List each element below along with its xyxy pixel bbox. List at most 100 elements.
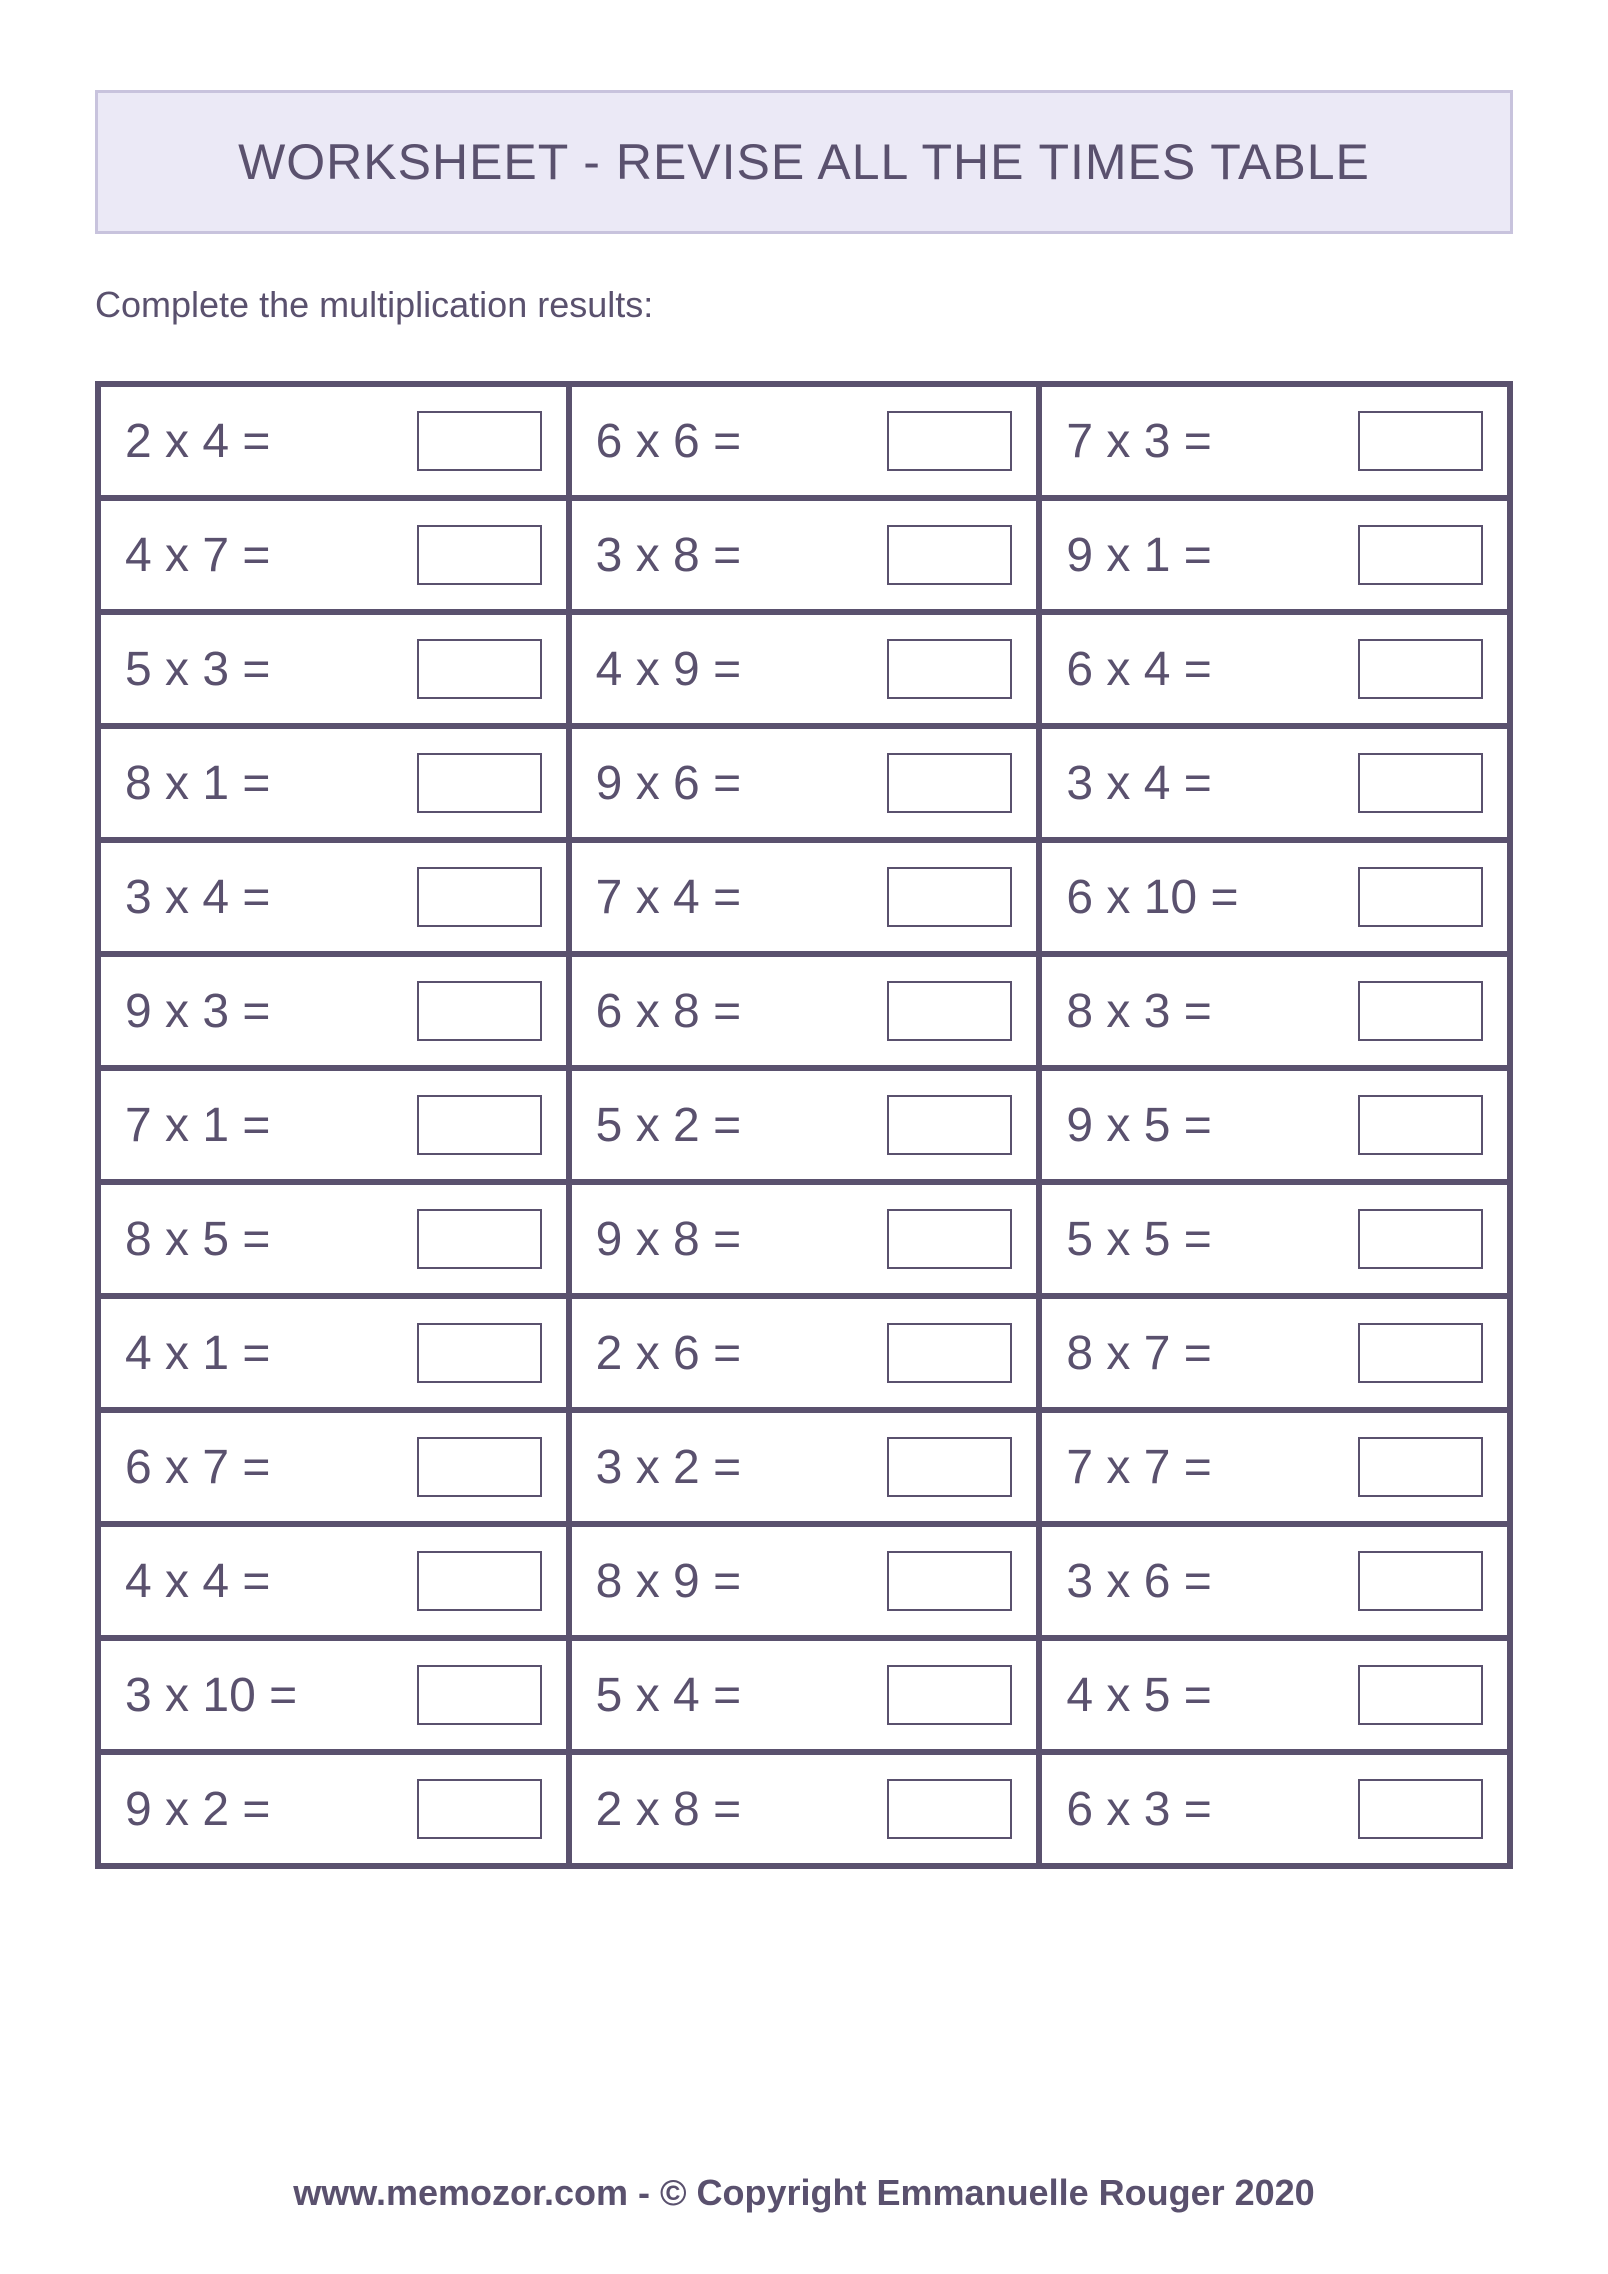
equation-text: 8 x 9 = <box>596 1554 741 1609</box>
worksheet-title-box: WORKSHEET - REVISE ALL THE TIMES TABLE <box>95 90 1513 234</box>
equation-text: 9 x 8 = <box>596 1212 741 1267</box>
grid-row: 9 x 3 = 6 x 8 = 8 x 3 = <box>98 954 1510 1068</box>
grid-row: 8 x 1 = 9 x 6 = 3 x 4 = <box>98 726 1510 840</box>
answer-box[interactable] <box>1358 1779 1483 1839</box>
answer-box[interactable] <box>417 867 542 927</box>
answer-box[interactable] <box>417 1095 542 1155</box>
equation-text: 2 x 8 = <box>596 1782 741 1837</box>
grid-row: 7 x 1 = 5 x 2 = 9 x 5 = <box>98 1068 1510 1182</box>
grid-cell: 2 x 8 = <box>569 1752 1040 1866</box>
grid-cell: 3 x 6 = <box>1039 1524 1510 1638</box>
answer-box[interactable] <box>417 753 542 813</box>
grid-row: 6 x 7 = 3 x 2 = 7 x 7 = <box>98 1410 1510 1524</box>
answer-box[interactable] <box>417 525 542 585</box>
equation-text: 3 x 8 = <box>596 528 741 583</box>
grid-cell: 8 x 5 = <box>98 1182 569 1296</box>
grid-cell: 3 x 8 = <box>569 498 1040 612</box>
answer-box[interactable] <box>887 1779 1012 1839</box>
equation-text: 3 x 6 = <box>1066 1554 1211 1609</box>
grid-row: 5 x 3 = 4 x 9 = 6 x 4 = <box>98 612 1510 726</box>
equation-text: 6 x 10 = <box>1066 870 1238 925</box>
grid-cell: 6 x 7 = <box>98 1410 569 1524</box>
grid-cell: 2 x 4 = <box>98 384 569 498</box>
grid-cell: 4 x 7 = <box>98 498 569 612</box>
grid-cell: 6 x 3 = <box>1039 1752 1510 1866</box>
answer-box[interactable] <box>417 411 542 471</box>
grid-row: 9 x 2 = 2 x 8 = 6 x 3 = <box>98 1752 1510 1866</box>
answer-box[interactable] <box>887 1437 1012 1497</box>
grid-cell: 9 x 8 = <box>569 1182 1040 1296</box>
equation-text: 4 x 7 = <box>125 528 270 583</box>
equation-text: 8 x 5 = <box>125 1212 270 1267</box>
answer-box[interactable] <box>417 1209 542 1269</box>
answer-box[interactable] <box>1358 753 1483 813</box>
grid-row: 8 x 5 = 9 x 8 = 5 x 5 = <box>98 1182 1510 1296</box>
answer-box[interactable] <box>1358 1095 1483 1155</box>
grid-cell: 6 x 8 = <box>569 954 1040 1068</box>
answer-box[interactable] <box>1358 867 1483 927</box>
answer-box[interactable] <box>1358 1551 1483 1611</box>
grid-cell: 8 x 9 = <box>569 1524 1040 1638</box>
equation-text: 8 x 7 = <box>1066 1326 1211 1381</box>
answer-box[interactable] <box>887 1551 1012 1611</box>
answer-box[interactable] <box>887 981 1012 1041</box>
grid-cell: 6 x 6 = <box>569 384 1040 498</box>
equation-text: 8 x 1 = <box>125 756 270 811</box>
equation-text: 4 x 1 = <box>125 1326 270 1381</box>
grid-cell: 5 x 5 = <box>1039 1182 1510 1296</box>
answer-box[interactable] <box>1358 1209 1483 1269</box>
grid-cell: 3 x 4 = <box>98 840 569 954</box>
equation-text: 3 x 4 = <box>1066 756 1211 811</box>
answer-box[interactable] <box>887 1323 1012 1383</box>
answer-box[interactable] <box>887 639 1012 699</box>
answer-box[interactable] <box>417 1779 542 1839</box>
answer-box[interactable] <box>887 867 1012 927</box>
answer-box[interactable] <box>417 639 542 699</box>
grid-cell: 7 x 7 = <box>1039 1410 1510 1524</box>
answer-box[interactable] <box>1358 1437 1483 1497</box>
equation-text: 5 x 2 = <box>596 1098 741 1153</box>
answer-box[interactable] <box>1358 1323 1483 1383</box>
answer-box[interactable] <box>417 1323 542 1383</box>
answer-box[interactable] <box>1358 525 1483 585</box>
grid-cell: 8 x 1 = <box>98 726 569 840</box>
equation-text: 7 x 7 = <box>1066 1440 1211 1495</box>
answer-box[interactable] <box>1358 1665 1483 1725</box>
grid-cell: 4 x 5 = <box>1039 1638 1510 1752</box>
equation-text: 2 x 4 = <box>125 414 270 469</box>
answer-box[interactable] <box>887 753 1012 813</box>
grid-row: 3 x 4 = 7 x 4 = 6 x 10 = <box>98 840 1510 954</box>
equation-text: 4 x 9 = <box>596 642 741 697</box>
grid-cell: 9 x 1 = <box>1039 498 1510 612</box>
answer-box[interactable] <box>887 1095 1012 1155</box>
grid-cell: 8 x 3 = <box>1039 954 1510 1068</box>
answer-box[interactable] <box>1358 981 1483 1041</box>
grid-cell: 5 x 3 = <box>98 612 569 726</box>
answer-box[interactable] <box>417 1665 542 1725</box>
equation-text: 9 x 5 = <box>1066 1098 1211 1153</box>
answer-box[interactable] <box>887 411 1012 471</box>
answer-box[interactable] <box>417 981 542 1041</box>
grid-row: 2 x 4 = 6 x 6 = 7 x 3 = <box>98 384 1510 498</box>
equation-text: 5 x 4 = <box>596 1668 741 1723</box>
answer-box[interactable] <box>887 525 1012 585</box>
grid-row: 3 x 10 = 5 x 4 = 4 x 5 = <box>98 1638 1510 1752</box>
equation-text: 7 x 1 = <box>125 1098 270 1153</box>
grid-cell: 4 x 4 = <box>98 1524 569 1638</box>
equation-text: 9 x 2 = <box>125 1782 270 1837</box>
grid-cell: 4 x 1 = <box>98 1296 569 1410</box>
grid-cell: 3 x 4 = <box>1039 726 1510 840</box>
equation-text: 6 x 8 = <box>596 984 741 1039</box>
equation-text: 6 x 3 = <box>1066 1782 1211 1837</box>
answer-box[interactable] <box>887 1209 1012 1269</box>
answer-box[interactable] <box>1358 411 1483 471</box>
answer-box[interactable] <box>417 1437 542 1497</box>
answer-box[interactable] <box>417 1551 542 1611</box>
grid-cell: 9 x 2 = <box>98 1752 569 1866</box>
grid-cell: 6 x 10 = <box>1039 840 1510 954</box>
equation-text: 4 x 4 = <box>125 1554 270 1609</box>
answer-box[interactable] <box>1358 639 1483 699</box>
grid-row: 4 x 7 = 3 x 8 = 9 x 1 = <box>98 498 1510 612</box>
grid-cell: 5 x 2 = <box>569 1068 1040 1182</box>
answer-box[interactable] <box>887 1665 1012 1725</box>
